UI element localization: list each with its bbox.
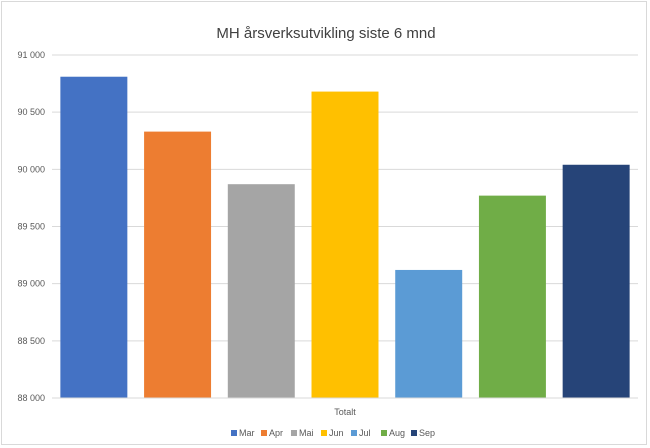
legend-label-mar: Mar [239,428,255,438]
legend-label-mai: Mai [299,428,314,438]
y-tick-label: 90 000 [17,164,45,174]
legend-label-apr: Apr [269,428,283,438]
bar-sep [562,164,630,398]
y-tick-label: 89 000 [17,279,45,289]
legend-label-jul: Jul [359,428,371,438]
y-tick-label: 89 500 [17,222,45,232]
legend-swatch-jun [321,430,327,436]
legend-swatch-apr [261,430,267,436]
y-tick-label: 91 000 [17,50,45,60]
legend-swatch-jul [351,430,357,436]
legend-label-aug: Aug [389,428,405,438]
legend-swatch-mai [291,430,297,436]
y-tick-label: 88 500 [17,336,45,346]
legend: Mar Apr Mai Jun Jul Aug Sep [231,428,435,438]
bar-mai [227,184,295,398]
bar-aug [478,195,546,398]
chart-title: MH årsverksutvikling siste 6 mnd [216,25,435,42]
legend-label-sep: Sep [419,428,435,438]
legend-swatch-aug [381,430,387,436]
bar-apr [144,131,212,398]
legend-label-jun: Jun [329,428,344,438]
bar-jul [395,269,463,398]
bar-jun [311,91,379,398]
y-tick-label: 90 500 [17,107,45,117]
bars [60,76,630,399]
bar-mar [60,76,128,399]
legend-swatch-sep [411,430,417,436]
y-tick-label: 88 000 [17,393,45,403]
y-axis: 88 000 88 500 89 000 89 500 90 000 90 500 91 0… [17,50,45,403]
x-axis: Totalt [52,397,638,417]
legend-swatch-mar [231,430,237,436]
x-category-label: Totalt [334,407,356,417]
